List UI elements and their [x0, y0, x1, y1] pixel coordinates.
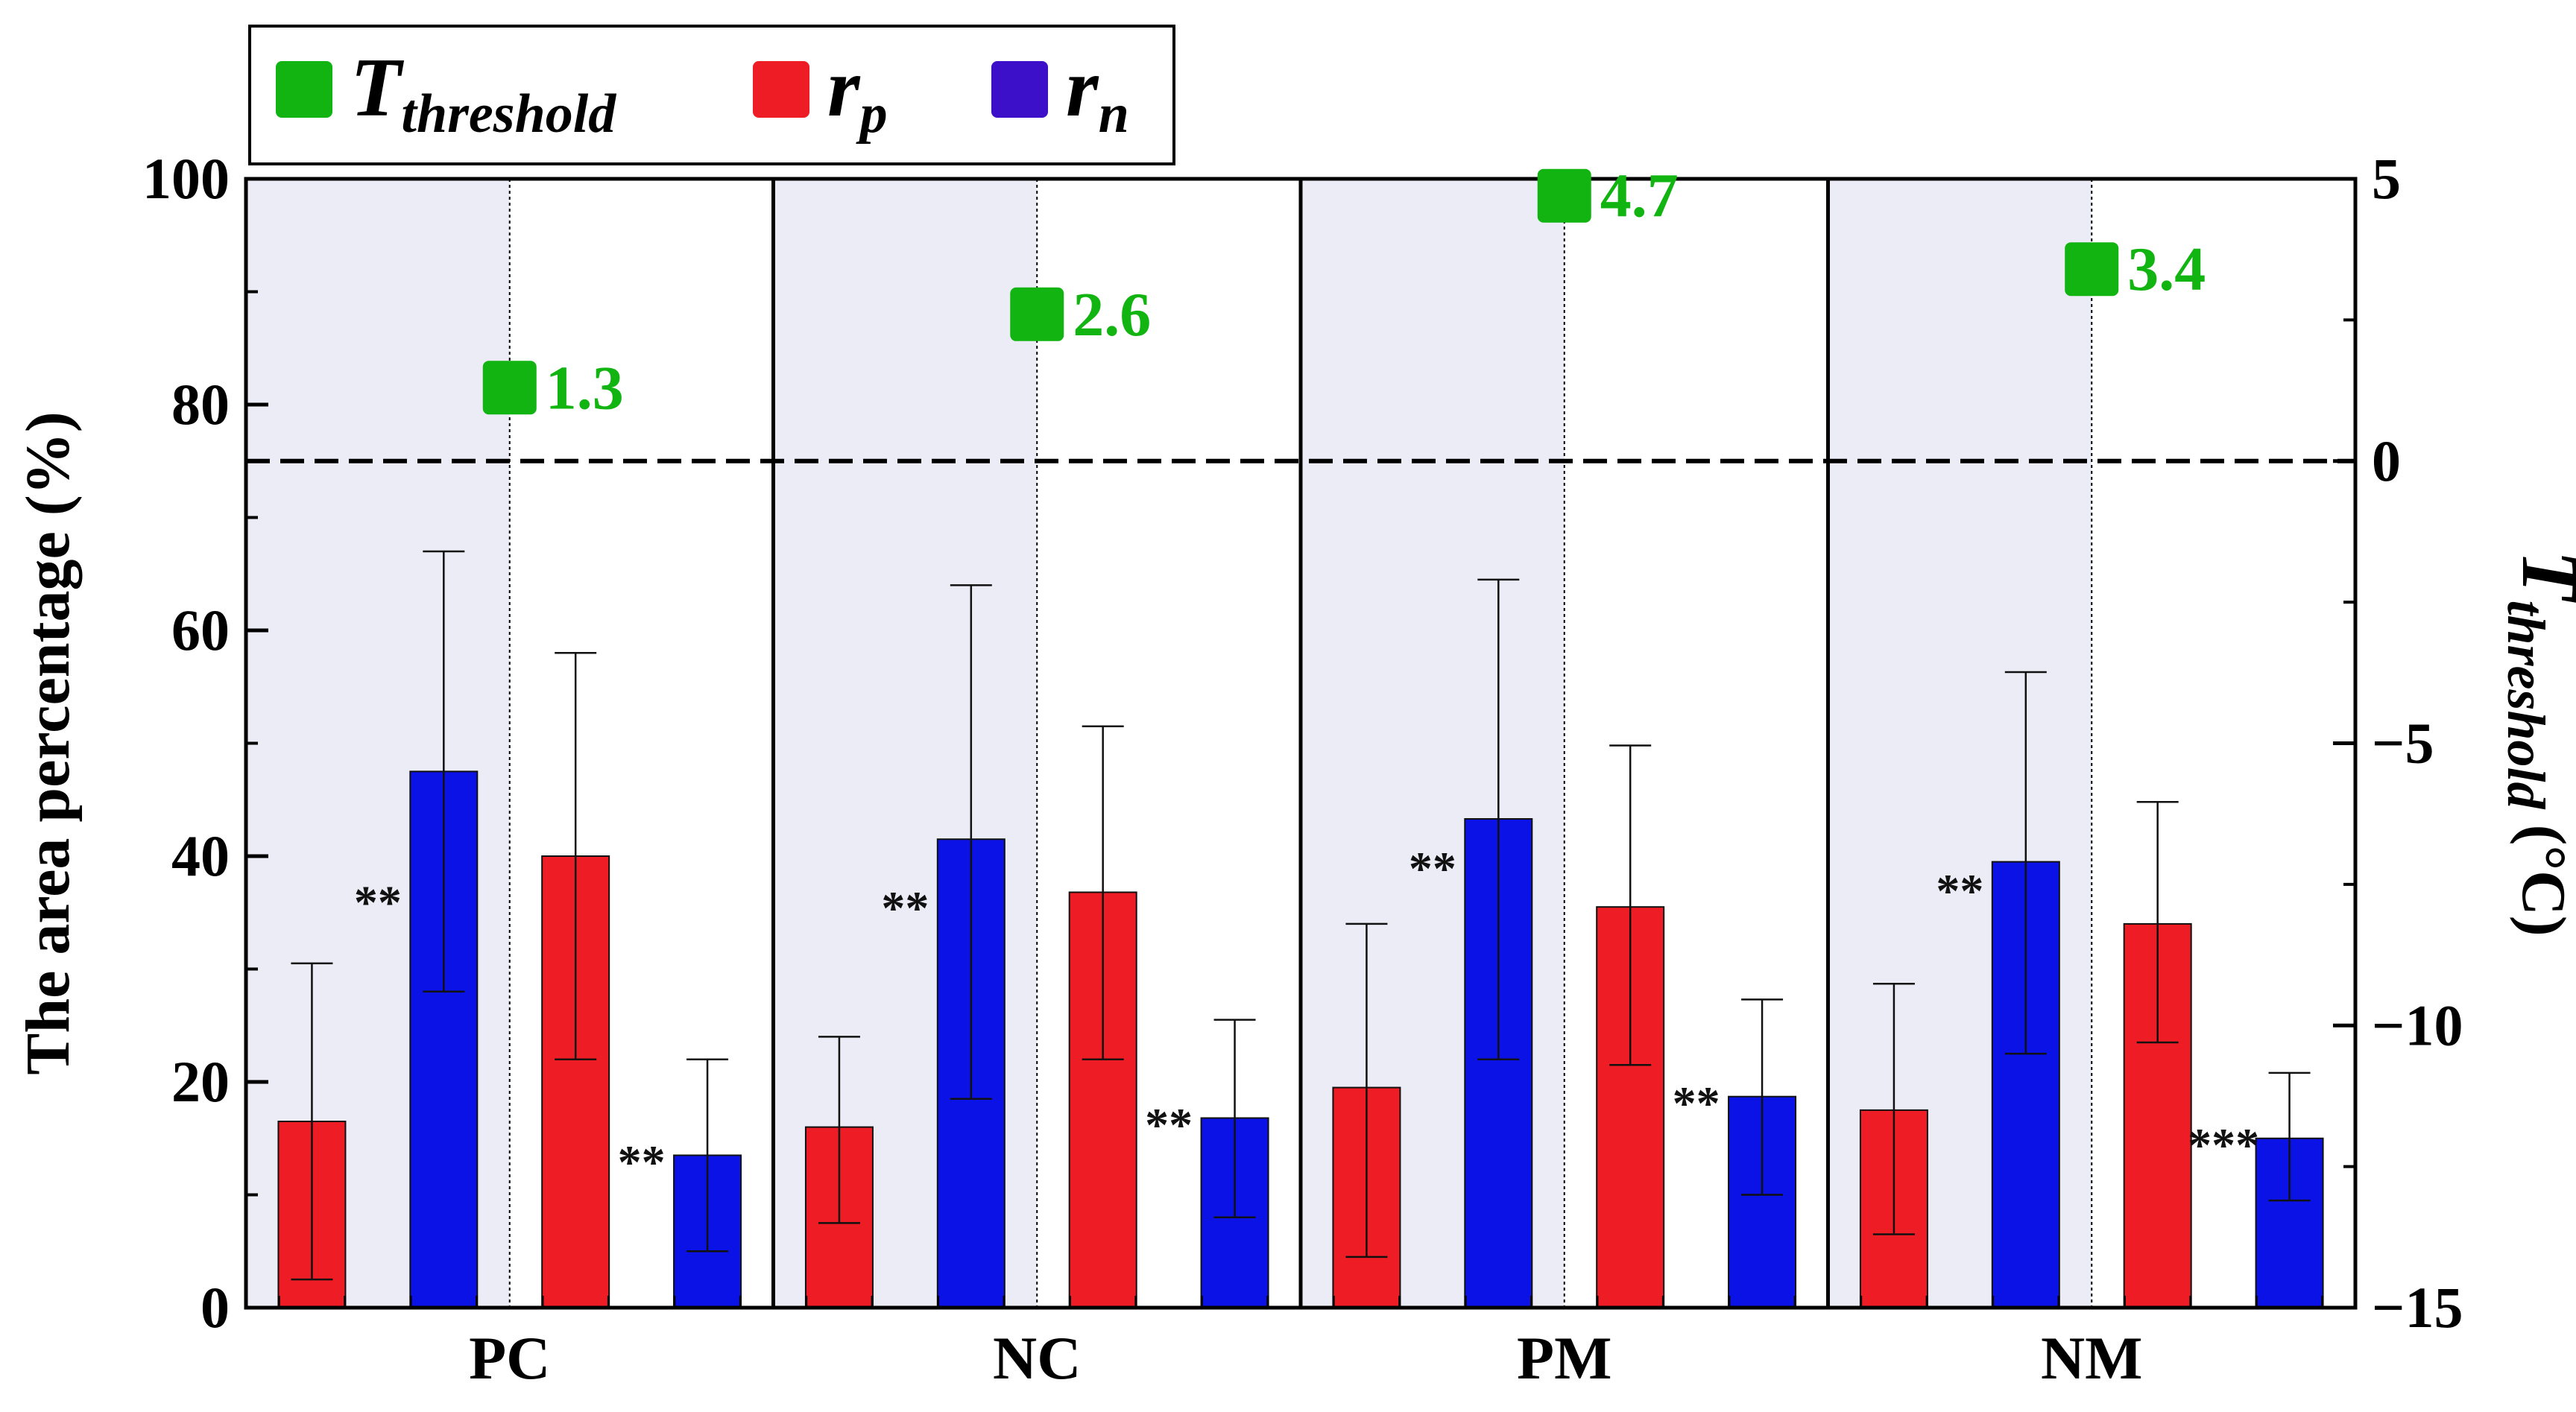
y2-title-unit: (°C)	[2509, 809, 2576, 937]
legend-label-sub-1: threshold	[401, 83, 616, 145]
axes-layer: 0 20 40 60 80 100 5 0 −5 −10 −15 PC NC PM NM The area p…	[13, 146, 2576, 1392]
y-tick-label-0: 0	[201, 1275, 230, 1340]
legend: Tthreshold rp rn	[248, 25, 1175, 165]
threshold-label-pm: 4.7	[1600, 162, 1679, 231]
threshold-marker-nc	[1010, 287, 1064, 341]
y-tick-label-100: 100	[142, 146, 230, 211]
legend-swatch-3	[991, 61, 1048, 118]
legend-label-sub-3: n	[1099, 83, 1129, 145]
legend-swatch-2	[753, 61, 809, 118]
legend-swatch-1	[276, 61, 332, 118]
significance-nc-1: **	[881, 881, 929, 934]
threshold-marker-pc	[482, 361, 537, 415]
significance-pm-2: **	[1673, 1077, 1720, 1130]
y-tick-label-60: 60	[171, 598, 230, 662]
y2-tick-label-3: −10	[2372, 992, 2463, 1057]
y2-title-main: T	[2505, 550, 2576, 603]
threshold-label-nc: 2.6	[1073, 280, 1151, 349]
x-label-nm: NM	[2041, 1324, 2143, 1392]
y2-tick-label-1: 0	[2372, 428, 2401, 493]
y2-tick-label-2: −5	[2372, 711, 2434, 776]
legend-label-3: rn	[1066, 42, 1129, 145]
x-label-pc: PC	[469, 1324, 550, 1392]
significance-nm-1: **	[1936, 864, 1983, 917]
significance-pc-2: **	[618, 1136, 666, 1188]
threshold-label-nm: 3.4	[2127, 235, 2206, 304]
y-tick-label-20: 20	[171, 1049, 230, 1114]
significance-pc-1: **	[354, 876, 402, 928]
y-axis-title: The area percentage (%)	[13, 411, 83, 1074]
legend-label-1: Tthreshold	[350, 42, 616, 145]
bars-layer: *****************	[277, 550, 2324, 1309]
y2-tick-label-0: 5	[2372, 146, 2401, 211]
legend-label-main-1: T	[350, 42, 405, 134]
legend-label-sub-2: p	[856, 83, 888, 145]
legend-label-main-3: r	[1066, 42, 1099, 134]
threshold-marker-nm	[2065, 242, 2119, 297]
threshold-label-pc: 1.3	[546, 353, 624, 422]
threshold-marker-pm	[1537, 168, 1591, 223]
significance-pm-1: **	[1409, 842, 1456, 895]
significance-nc-2: **	[1145, 1098, 1193, 1151]
y2-title-sub: threshold	[2496, 600, 2556, 809]
legend-label-2: rp	[827, 42, 888, 145]
x-label-nc: NC	[993, 1324, 1081, 1392]
x-label-pm: PM	[1517, 1324, 1611, 1392]
y2-axis-title: Tthreshold (°C)	[2496, 550, 2576, 937]
y-tick-label-40: 40	[171, 823, 230, 888]
threshold-markers-layer: 1.3 2.6 4.7 3.4	[482, 162, 2206, 422]
significance-nm-2: ***	[2188, 1118, 2259, 1171]
legend-label-main-2: r	[827, 42, 861, 134]
y2-tick-label-4: −15	[2372, 1275, 2463, 1340]
y-tick-label-80: 80	[171, 372, 230, 437]
